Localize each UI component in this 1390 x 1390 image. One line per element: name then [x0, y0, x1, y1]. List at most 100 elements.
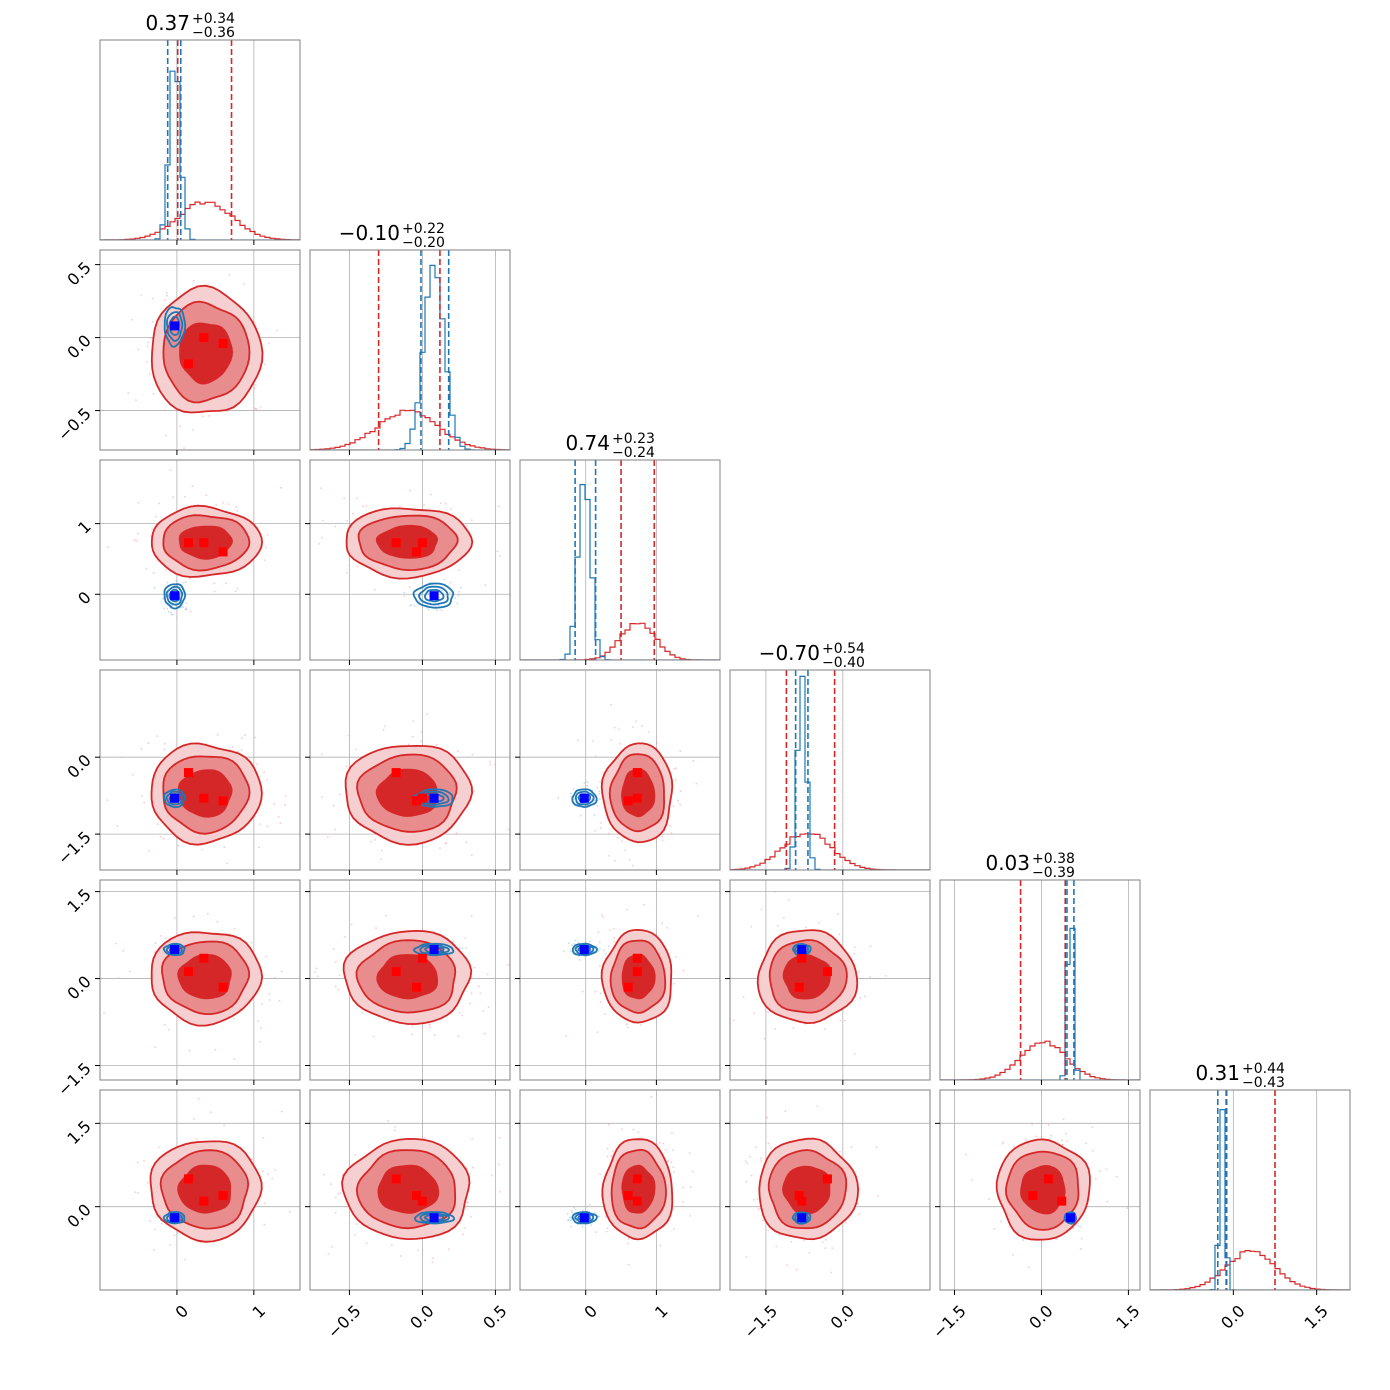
red-sample-dot [365, 504, 368, 507]
red-sample-dot [146, 345, 149, 348]
red-sample-dot [137, 532, 140, 535]
red-sample-dot [158, 502, 161, 505]
red-sample-dot [688, 1152, 691, 1154]
red-sample-dot [795, 1268, 798, 1271]
red-sample-dot [135, 399, 137, 402]
red-sample-dot [1099, 1170, 1101, 1173]
red-sample-dot [146, 361, 148, 363]
red-sample-dot [613, 936, 616, 939]
red-sample-dot [184, 1258, 187, 1261]
red-sample-dot [284, 803, 286, 806]
blue-contour-1 [419, 944, 450, 955]
blue-sample-dot [574, 1208, 577, 1211]
panel-title-plus: +0.38 [1032, 851, 1075, 867]
red-sample-dot [432, 1257, 435, 1259]
red-sample-dot [227, 503, 230, 505]
red-sample-dot [1055, 1238, 1058, 1240]
red-sample-dot [650, 1095, 653, 1098]
red-sample-dot [445, 842, 448, 845]
red-sample-dot [148, 850, 151, 852]
red-sample-dot [470, 992, 473, 995]
red-sample-dot [122, 949, 125, 952]
red-sample-dot [153, 951, 156, 953]
red-sample-dot [1115, 1175, 1118, 1178]
panel-frame [519, 1089, 721, 1291]
red-sample-dot [174, 917, 176, 919]
red-marker [391, 538, 401, 548]
red-sample-dot [223, 1124, 226, 1127]
red-sample-dot [514, 947, 516, 949]
red-sample-dot [877, 1195, 879, 1198]
red-marker [218, 1191, 228, 1201]
red-marker [794, 1191, 804, 1201]
red-sample-dot [557, 796, 560, 799]
red-sample-dot [263, 1223, 266, 1226]
blue-sample-dot [1077, 1224, 1080, 1227]
red-sample-dot [265, 955, 267, 958]
blue-sample-dot [456, 602, 459, 605]
red-sample-dot [760, 908, 763, 911]
blue-sample-dot [166, 607, 169, 610]
blue-sample-dot [590, 1224, 592, 1226]
blue-sample-dot [172, 613, 174, 616]
x-tick-label: −1.5 [740, 1301, 781, 1342]
red-sample-dot [853, 1053, 856, 1055]
panel-content-2-1 [310, 460, 510, 660]
red-sample-dot [192, 429, 194, 431]
red-sample-dot [354, 1154, 356, 1156]
red-sample-dot [824, 1247, 827, 1249]
red-sample-dot [837, 913, 839, 915]
red-sample-dot [627, 1263, 630, 1266]
red-sample-dot [347, 734, 350, 737]
red-sample-dot [869, 945, 872, 948]
blue-contour-0 [163, 788, 186, 809]
panel-frame [519, 459, 721, 661]
blue-sample-dot [573, 798, 575, 801]
red-sample-dot [380, 849, 383, 852]
red-contour-2 [177, 769, 233, 818]
red-sample-dot [484, 584, 487, 586]
red-sample-dot [843, 1019, 846, 1022]
panel-content-3-1 [310, 670, 510, 870]
red-sample-dot [643, 903, 646, 906]
red-sample-dot [817, 921, 820, 924]
blue-sample-dot [568, 942, 570, 944]
blue-sample-dot [184, 581, 187, 583]
red-marker [412, 796, 422, 806]
red-sample-dot [697, 914, 699, 917]
panel-title-minus: −0.20 [402, 235, 445, 251]
panel-frame [309, 669, 511, 871]
red-sample-dot [477, 977, 480, 980]
red-sample-dot [140, 747, 143, 750]
blue-sample-dot [597, 1215, 600, 1218]
red-marker [1043, 1174, 1053, 1184]
blue-contour-0 [163, 306, 187, 348]
red-sample-dot [258, 846, 261, 849]
red-sample-dot [280, 1110, 283, 1113]
red-sample-dot [619, 742, 622, 745]
blue-contour-2 [168, 589, 181, 603]
red-sample-dot [147, 742, 150, 745]
red-sample-dot [255, 408, 258, 410]
blue-sample-dot [604, 1216, 607, 1218]
red-sample-dot [507, 964, 510, 966]
red-sample-dot [498, 1163, 500, 1166]
panel-frame [939, 879, 1141, 1081]
panel-4-4 [939, 879, 1141, 1085]
blue-sample-dot [403, 591, 406, 594]
red-sample-dot [1080, 1248, 1082, 1250]
blue-sample-dot [596, 804, 599, 807]
red-sample-dot [143, 1160, 145, 1162]
red-sample-dot [1050, 1134, 1052, 1137]
red-sample-dot [679, 803, 681, 806]
panel-content-4-3 [730, 880, 930, 1080]
red-sample-dot [746, 1162, 748, 1165]
red-sample-dot [304, 964, 306, 966]
red-sample-dot [334, 1211, 337, 1214]
red-sample-dot [344, 935, 346, 938]
red-sample-dot [168, 1028, 170, 1031]
red-sample-dot [106, 799, 109, 801]
red-sample-dot [232, 1017, 235, 1020]
red-sample-dot [439, 502, 442, 505]
red-sample-dot [172, 496, 174, 499]
